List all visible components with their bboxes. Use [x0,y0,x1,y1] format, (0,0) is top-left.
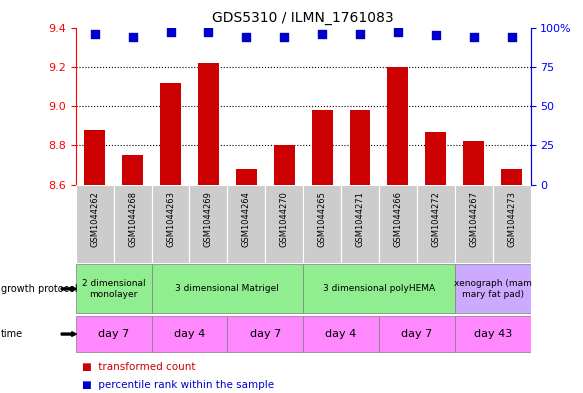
Point [469,34,478,40]
Bar [265,185,303,263]
Bar [455,185,493,263]
Bar [303,185,341,263]
Point [355,31,365,37]
Text: day 4: day 4 [325,329,357,339]
Bar [274,145,294,185]
Text: growth protocol: growth protocol [1,284,78,294]
Text: 3 dimensional Matrigel: 3 dimensional Matrigel [175,285,279,293]
Bar [350,110,370,185]
Text: ■  percentile rank within the sample: ■ percentile rank within the sample [82,380,274,390]
Bar [76,185,114,263]
Point [241,34,251,40]
Text: GSM1044264: GSM1044264 [242,191,251,247]
Bar [152,316,227,352]
Text: day 43: day 43 [473,329,512,339]
Point [317,31,326,37]
Text: day 4: day 4 [174,329,205,339]
Text: xenograph (mam
mary fat pad): xenograph (mam mary fat pad) [454,279,532,299]
Text: day 7: day 7 [401,329,433,339]
Bar [493,185,531,263]
Text: GSM1044265: GSM1044265 [318,191,326,247]
Bar [76,316,152,352]
Bar [312,110,332,185]
Text: GSM1044273: GSM1044273 [507,191,516,247]
Text: GSM1044272: GSM1044272 [431,191,440,247]
Bar [303,264,455,313]
Bar [463,141,484,185]
Bar [114,185,152,263]
Bar [152,185,189,263]
Bar [379,185,417,263]
Text: day 7: day 7 [98,329,129,339]
Point [90,31,99,37]
Bar [236,169,257,185]
Bar [388,67,408,185]
Text: GSM1044263: GSM1044263 [166,191,175,247]
Text: day 7: day 7 [250,329,281,339]
Bar [455,264,531,313]
Point [393,29,402,35]
Bar [85,130,105,185]
Bar [227,185,265,263]
Text: GSM1044271: GSM1044271 [356,191,364,247]
Bar [341,185,379,263]
Text: GSM1044266: GSM1044266 [394,191,402,247]
Point [204,29,213,35]
Text: GSM1044262: GSM1044262 [90,191,99,247]
Text: time: time [1,329,23,339]
Bar [303,316,379,352]
Text: GSM1044268: GSM1044268 [128,191,137,247]
Bar [198,63,219,185]
Text: 2 dimensional
monolayer: 2 dimensional monolayer [82,279,146,299]
Bar [417,185,455,263]
Point [279,34,289,40]
Bar [160,83,181,185]
Bar [455,316,531,352]
Point [128,34,138,40]
Bar [122,155,143,185]
Bar [189,185,227,263]
Text: 3 dimensional polyHEMA: 3 dimensional polyHEMA [323,285,435,293]
Bar [152,264,303,313]
Text: ■  transformed count: ■ transformed count [82,362,195,373]
Point [431,32,441,39]
Text: GSM1044269: GSM1044269 [204,191,213,247]
Title: GDS5310 / ILMN_1761083: GDS5310 / ILMN_1761083 [212,11,394,25]
Bar [227,316,303,352]
Point [166,29,175,35]
Text: GSM1044267: GSM1044267 [469,191,478,247]
Text: GSM1044270: GSM1044270 [280,191,289,247]
Bar [426,132,446,185]
Bar [76,264,152,313]
Bar [379,316,455,352]
Bar [501,169,522,185]
Point [507,34,517,40]
